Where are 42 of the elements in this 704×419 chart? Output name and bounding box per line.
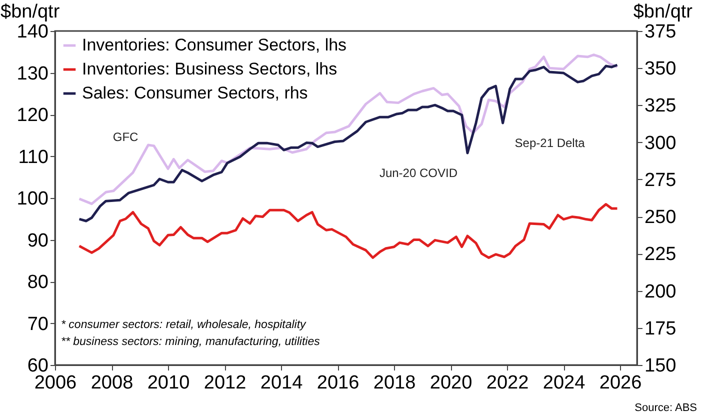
y-tick-label: 140: [16, 22, 48, 42]
y-tick-label: 80: [27, 272, 48, 293]
legend-label: Sales: Consumer Sectors, rhs: [82, 84, 308, 102]
x-tick-label: 2026: [599, 372, 642, 394]
legend-label: Inventories: Business Sectors, lhs: [82, 60, 338, 78]
x-tick-label: 2008: [90, 372, 134, 394]
source-note: Source: ABS: [634, 402, 697, 414]
y2-tick-label: 375: [644, 22, 676, 42]
y2-tick-label: 300: [644, 132, 676, 154]
x-tick-label: 2010: [147, 372, 190, 394]
y2-tick-label: 250: [644, 207, 676, 228]
y2-tick-label: 325: [644, 96, 676, 117]
line-series: [78, 54, 618, 206]
y2-axis-title: $bn/qtr: [633, 2, 694, 22]
line-series: [78, 64, 618, 222]
y-tick-label: 90: [27, 230, 48, 252]
y-axis-title: $bn/qtr: [0, 2, 60, 22]
y2-tick-label: 200: [644, 281, 676, 302]
x-tick-label: 2024: [542, 372, 586, 394]
y2-tick-label: 275: [644, 170, 676, 191]
y2-tick-label: 150: [644, 356, 676, 376]
annotation: ** business sectors: mining, manufacturing, utilities: [61, 336, 320, 348]
annotation: * consumer sectors: retail, wholesale, hospitality: [61, 319, 308, 331]
x-tick-label: 2018: [373, 372, 416, 394]
y-tick-label: 120: [16, 105, 48, 126]
x-tick-label: 2022: [486, 372, 529, 394]
y-tick-label: 110: [18, 146, 48, 168]
x-tick-label: 2020: [430, 372, 472, 394]
annotation: GFC: [112, 130, 139, 144]
y-tick-label: 130: [16, 63, 48, 84]
annotation: Sep-21 Delta: [514, 136, 586, 150]
line-series: [78, 203, 618, 259]
y-tick-label: 70: [27, 314, 48, 335]
y2-tick-label: 175: [644, 318, 676, 340]
x-tick-label: 2016: [316, 372, 360, 394]
x-tick-label: 2014: [260, 372, 304, 394]
y2-tick-label: 225: [644, 244, 676, 266]
y2-tick-label: 350: [644, 58, 676, 80]
legend-label: Inventories: Consumer Sectors, lhs: [82, 36, 347, 54]
x-tick-label: 2012: [204, 372, 246, 394]
annotation: Jun-20 COVID: [379, 166, 458, 180]
y-tick-label: 100: [16, 188, 48, 210]
